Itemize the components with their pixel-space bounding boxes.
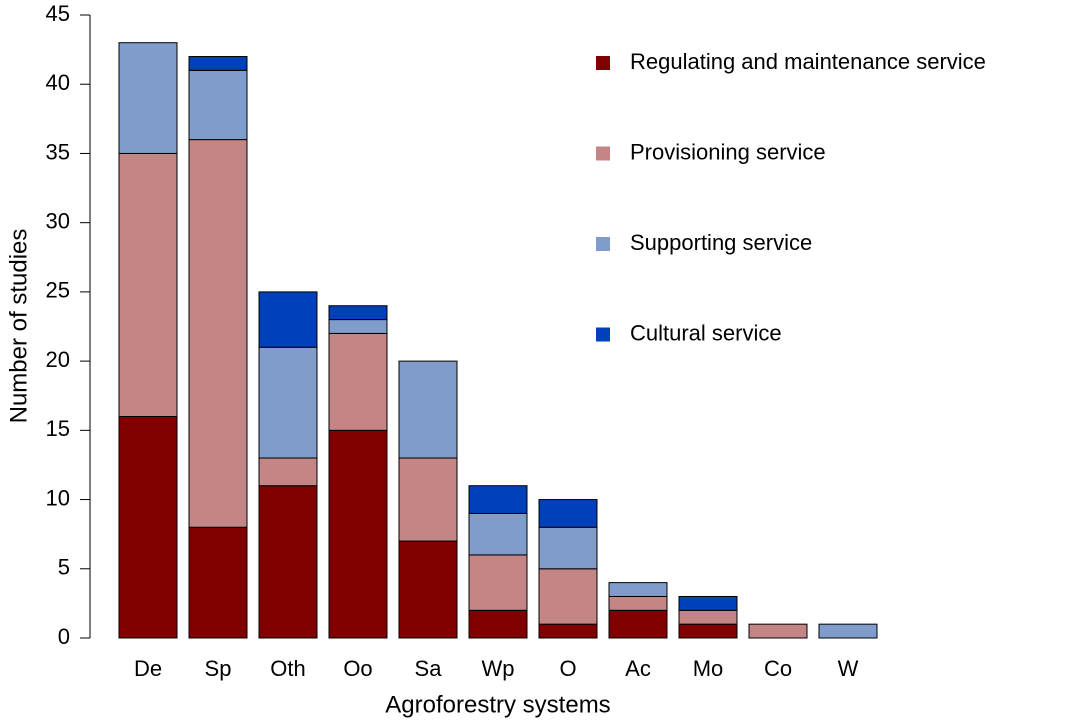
- bar-segment: [188, 526, 248, 639]
- bar-segment: [258, 346, 318, 459]
- bar-segment: [538, 568, 598, 625]
- x-axis-title: Agroforestry systems: [385, 691, 610, 718]
- legend-label: Supporting service: [630, 230, 812, 255]
- bar-segment: [328, 429, 388, 639]
- bar-segment: [748, 623, 808, 639]
- bar-segment: [468, 512, 528, 556]
- bar-segment: [258, 291, 318, 348]
- bar-segment: [398, 457, 458, 542]
- x-tick-label: Wp: [482, 656, 515, 681]
- y-tick-label: 5: [58, 555, 70, 580]
- y-tick-label: 10: [46, 485, 70, 510]
- bar-segment: [398, 360, 458, 459]
- bar-segment: [468, 485, 528, 514]
- legend-label: Provisioning service: [630, 139, 826, 164]
- legend-swatch: [596, 237, 610, 251]
- x-tick-label: Co: [764, 656, 792, 681]
- bar-segment: [258, 457, 318, 487]
- bar-segment: [538, 526, 598, 570]
- bar-segment: [328, 319, 388, 334]
- x-tick-label: Oth: [270, 656, 305, 681]
- bar-segment: [118, 415, 178, 639]
- bar-segment: [538, 499, 598, 528]
- legend-swatch: [596, 56, 610, 70]
- bar-segment: [468, 609, 528, 639]
- x-tick-label: Sa: [415, 656, 443, 681]
- x-tick-label: W: [838, 656, 859, 681]
- legend-label: Regulating and maintenance service: [630, 49, 986, 74]
- bar-segment: [118, 152, 178, 417]
- legend-swatch: [596, 327, 610, 342]
- bar-segment: [258, 485, 318, 639]
- legend-swatch: [596, 146, 610, 161]
- bar-segment: [538, 623, 598, 639]
- x-tick-label: De: [134, 656, 162, 681]
- x-tick-label: Oo: [343, 656, 372, 681]
- bar-segment: [118, 42, 178, 154]
- bar-segment: [678, 609, 738, 625]
- legend-label: Cultural service: [630, 320, 782, 345]
- bar-segment: [398, 540, 458, 639]
- bar-segment: [678, 595, 738, 611]
- bar-segment: [468, 554, 528, 611]
- bar-segment: [328, 305, 388, 321]
- y-tick-label: 40: [46, 70, 70, 95]
- y-tick-label: 15: [46, 416, 70, 441]
- bar-segment: [818, 623, 878, 639]
- bar-segment: [188, 139, 248, 528]
- bar-segment: [608, 595, 668, 611]
- bar-segment: [328, 332, 388, 431]
- y-tick-label: 35: [46, 139, 70, 164]
- y-axis-title: Number of studies: [5, 229, 32, 424]
- x-tick-label: Ac: [625, 656, 651, 681]
- bar-segment: [188, 56, 248, 71]
- y-tick-label: 20: [46, 347, 70, 372]
- y-tick-label: 25: [46, 278, 70, 303]
- y-tick-label: 0: [58, 624, 70, 649]
- bar-segment: [608, 609, 668, 639]
- bar-segment: [608, 582, 668, 597]
- y-tick-label: 45: [46, 1, 70, 26]
- bar-segment: [678, 623, 738, 639]
- x-tick-label: O: [559, 656, 576, 681]
- x-tick-label: Mo: [693, 656, 724, 681]
- bar-segment: [188, 69, 248, 141]
- x-tick-label: Sp: [205, 656, 232, 681]
- y-tick-label: 30: [46, 208, 70, 233]
